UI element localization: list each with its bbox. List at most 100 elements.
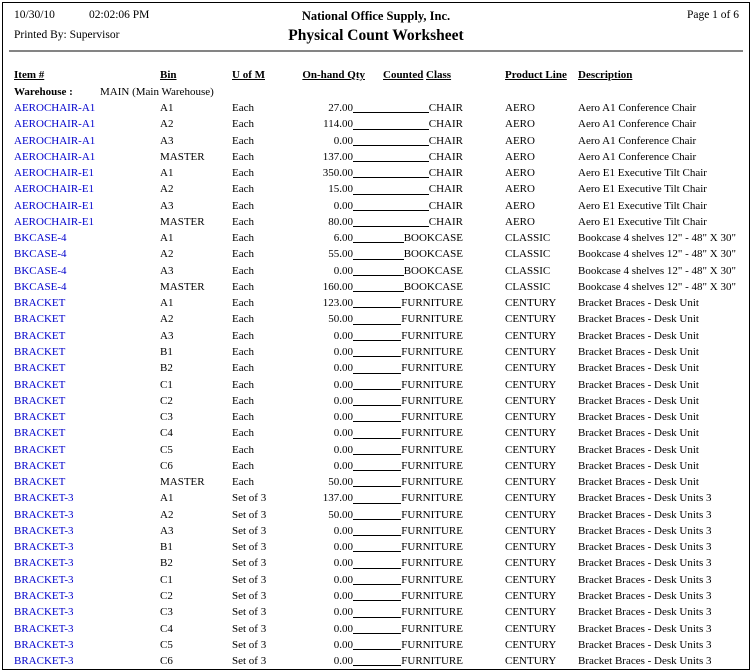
item-link[interactable]: BRACKET bbox=[14, 459, 66, 472]
item-link[interactable]: BRACKET-3 bbox=[14, 638, 74, 651]
bin-value: A2 bbox=[160, 183, 174, 196]
uofm-value: Each bbox=[232, 459, 254, 472]
table-row: BRACKET-3 A2 Set of 3 50.00 FURNITURE CENTURY… bbox=[3, 507, 749, 523]
item-link[interactable]: BRACKET bbox=[14, 345, 66, 358]
description-value: Bracket Braces - Desk Unit bbox=[578, 476, 699, 489]
item-link[interactable]: BKCASE-4 bbox=[14, 280, 67, 293]
uofm-value: Set of 3 bbox=[232, 573, 267, 586]
onhand-qty-value: 0.00 bbox=[333, 557, 353, 570]
item-link[interactable]: BRACKET bbox=[14, 329, 66, 342]
table-row: BRACKET C6 Each 0.00 FURNITURE CENTURY Bracket… bbox=[3, 458, 749, 474]
item-link[interactable]: BRACKET-3 bbox=[14, 622, 74, 635]
onhand-qty-value: 123.00 bbox=[322, 297, 353, 310]
description-value: Bookcase 4 shelves 12" - 48" X 30" bbox=[578, 264, 736, 277]
item-link[interactable]: AEROCHAIR-A1 bbox=[14, 150, 96, 163]
onhand-qty-value: 0.00 bbox=[333, 134, 353, 147]
counted-cell: FURNITURE bbox=[353, 295, 463, 311]
item-link[interactable]: BKCASE-4 bbox=[14, 264, 67, 277]
product-line-value: CENTURY bbox=[505, 443, 557, 456]
counted-cell: FURNITURE bbox=[353, 442, 463, 458]
item-link[interactable]: BRACKET bbox=[14, 394, 66, 407]
item-link[interactable]: BRACKET-3 bbox=[14, 589, 74, 602]
table-row: BRACKET-3 A1 Set of 3 137.00 FURNITURE CENTUR… bbox=[3, 490, 749, 506]
item-link[interactable]: BRACKET bbox=[14, 378, 66, 391]
uofm-value: Each bbox=[232, 248, 254, 261]
counted-cell: FURNITURE bbox=[353, 572, 463, 588]
item-link[interactable]: AEROCHAIR-E1 bbox=[14, 167, 95, 180]
uofm-value: Each bbox=[232, 264, 254, 277]
uofm-value: Each bbox=[232, 476, 254, 489]
counted-cell: BOOKCASE bbox=[353, 263, 463, 279]
product-line-value: AERO bbox=[505, 118, 535, 131]
item-link[interactable]: BRACKET bbox=[14, 297, 66, 310]
item-link[interactable]: BRACKET bbox=[14, 362, 66, 375]
bin-value: A1 bbox=[160, 232, 174, 245]
description-value: Bracket Braces - Desk Unit bbox=[578, 443, 699, 456]
class-value: FURNITURE bbox=[401, 589, 463, 602]
product-line-value: CLASSIC bbox=[505, 232, 551, 245]
description-value: Bracket Braces - Desk Unit bbox=[578, 378, 699, 391]
description-value: Aero E1 Executive Tilt Chair bbox=[578, 167, 707, 180]
table-row: AEROCHAIR-A1 A3 Each 0.00 CHAIR AERO Aero A1 C… bbox=[3, 133, 749, 149]
description-value: Bracket Braces - Desk Unit bbox=[578, 427, 699, 440]
counted-cell: FURNITURE bbox=[353, 328, 463, 344]
bin-value: B2 bbox=[160, 362, 173, 375]
product-line-value: CENTURY bbox=[505, 638, 557, 651]
class-value: FURNITURE bbox=[401, 427, 463, 440]
item-link[interactable]: AEROCHAIR-A1 bbox=[14, 134, 96, 147]
uofm-value: Each bbox=[232, 297, 254, 310]
item-link[interactable]: BKCASE-4 bbox=[14, 232, 67, 245]
item-link[interactable]: BRACKET-3 bbox=[14, 557, 74, 570]
uofm-value: Set of 3 bbox=[232, 541, 267, 554]
company-name: National Office Supply, Inc. bbox=[301, 9, 451, 23]
item-link[interactable]: BRACKET-3 bbox=[14, 655, 74, 668]
item-link[interactable]: BRACKET-3 bbox=[14, 524, 74, 537]
item-link[interactable]: BRACKET-3 bbox=[14, 606, 74, 619]
description-value: Bracket Braces - Desk Units 3 bbox=[578, 606, 712, 619]
item-link[interactable]: BRACKET bbox=[14, 313, 66, 326]
item-link[interactable]: AEROCHAIR-A1 bbox=[14, 118, 96, 131]
counted-blank-line bbox=[353, 393, 402, 407]
item-link[interactable]: BRACKET-3 bbox=[14, 492, 74, 505]
item-link[interactable]: BRACKET bbox=[14, 476, 66, 489]
class-value: FURNITURE bbox=[401, 638, 463, 651]
item-link[interactable]: AEROCHAIR-E1 bbox=[14, 199, 95, 212]
counted-blank-line bbox=[353, 263, 404, 276]
item-link[interactable]: BKCASE-4 bbox=[14, 248, 67, 261]
description-value: Bracket Braces - Desk Units 3 bbox=[578, 638, 712, 651]
counted-blank-line bbox=[353, 588, 402, 602]
item-link[interactable]: AEROCHAIR-A1 bbox=[14, 102, 96, 114]
description-value: Aero E1 Executive Tilt Chair bbox=[578, 199, 707, 212]
item-link[interactable]: AEROCHAIR-E1 bbox=[14, 215, 95, 228]
counted-blank-line bbox=[353, 344, 402, 358]
description-value: Bracket Braces - Desk Units 3 bbox=[578, 524, 712, 537]
col-header-bin: Bin bbox=[160, 69, 177, 81]
table-row: BKCASE-4 MASTER Each 160.00 BOOKCASE CLASSIC B… bbox=[3, 279, 749, 295]
item-link[interactable]: BRACKET bbox=[14, 411, 66, 424]
item-link[interactable]: BRACKET-3 bbox=[14, 541, 74, 554]
item-link[interactable]: AEROCHAIR-E1 bbox=[14, 183, 95, 196]
class-value: BOOKCASE bbox=[403, 248, 463, 261]
product-line-value: CENTURY bbox=[505, 606, 557, 619]
col-header-counted: Counted bbox=[383, 69, 424, 81]
onhand-qty-value: 0.00 bbox=[333, 411, 353, 424]
class-value: CHAIR bbox=[428, 183, 463, 196]
counted-cell: CHAIR bbox=[353, 149, 463, 165]
uofm-value: Set of 3 bbox=[232, 622, 267, 635]
counted-cell: FURNITURE bbox=[353, 621, 463, 637]
description-value: Bracket Braces - Desk Units 3 bbox=[578, 557, 712, 570]
counted-cell: CHAIR bbox=[353, 100, 463, 116]
bin-value: B1 bbox=[160, 541, 173, 554]
table-row: BRACKET A2 Each 50.00 FURNITURE CENTURY Bracke… bbox=[3, 311, 749, 327]
item-link[interactable]: BRACKET bbox=[14, 427, 66, 440]
class-value: FURNITURE bbox=[401, 411, 463, 424]
bin-value: C2 bbox=[160, 589, 173, 602]
item-link[interactable]: BRACKET bbox=[14, 443, 66, 456]
table-row: BRACKET B2 Each 0.00 FURNITURE CENTURY Bracket… bbox=[3, 360, 749, 376]
item-link[interactable]: BRACKET-3 bbox=[14, 508, 74, 521]
onhand-qty-value: 0.00 bbox=[333, 443, 353, 456]
class-value: BOOKCASE bbox=[403, 232, 463, 245]
counted-blank-line bbox=[353, 279, 404, 293]
item-link[interactable]: BRACKET-3 bbox=[14, 573, 74, 586]
bin-value: C2 bbox=[160, 394, 173, 407]
